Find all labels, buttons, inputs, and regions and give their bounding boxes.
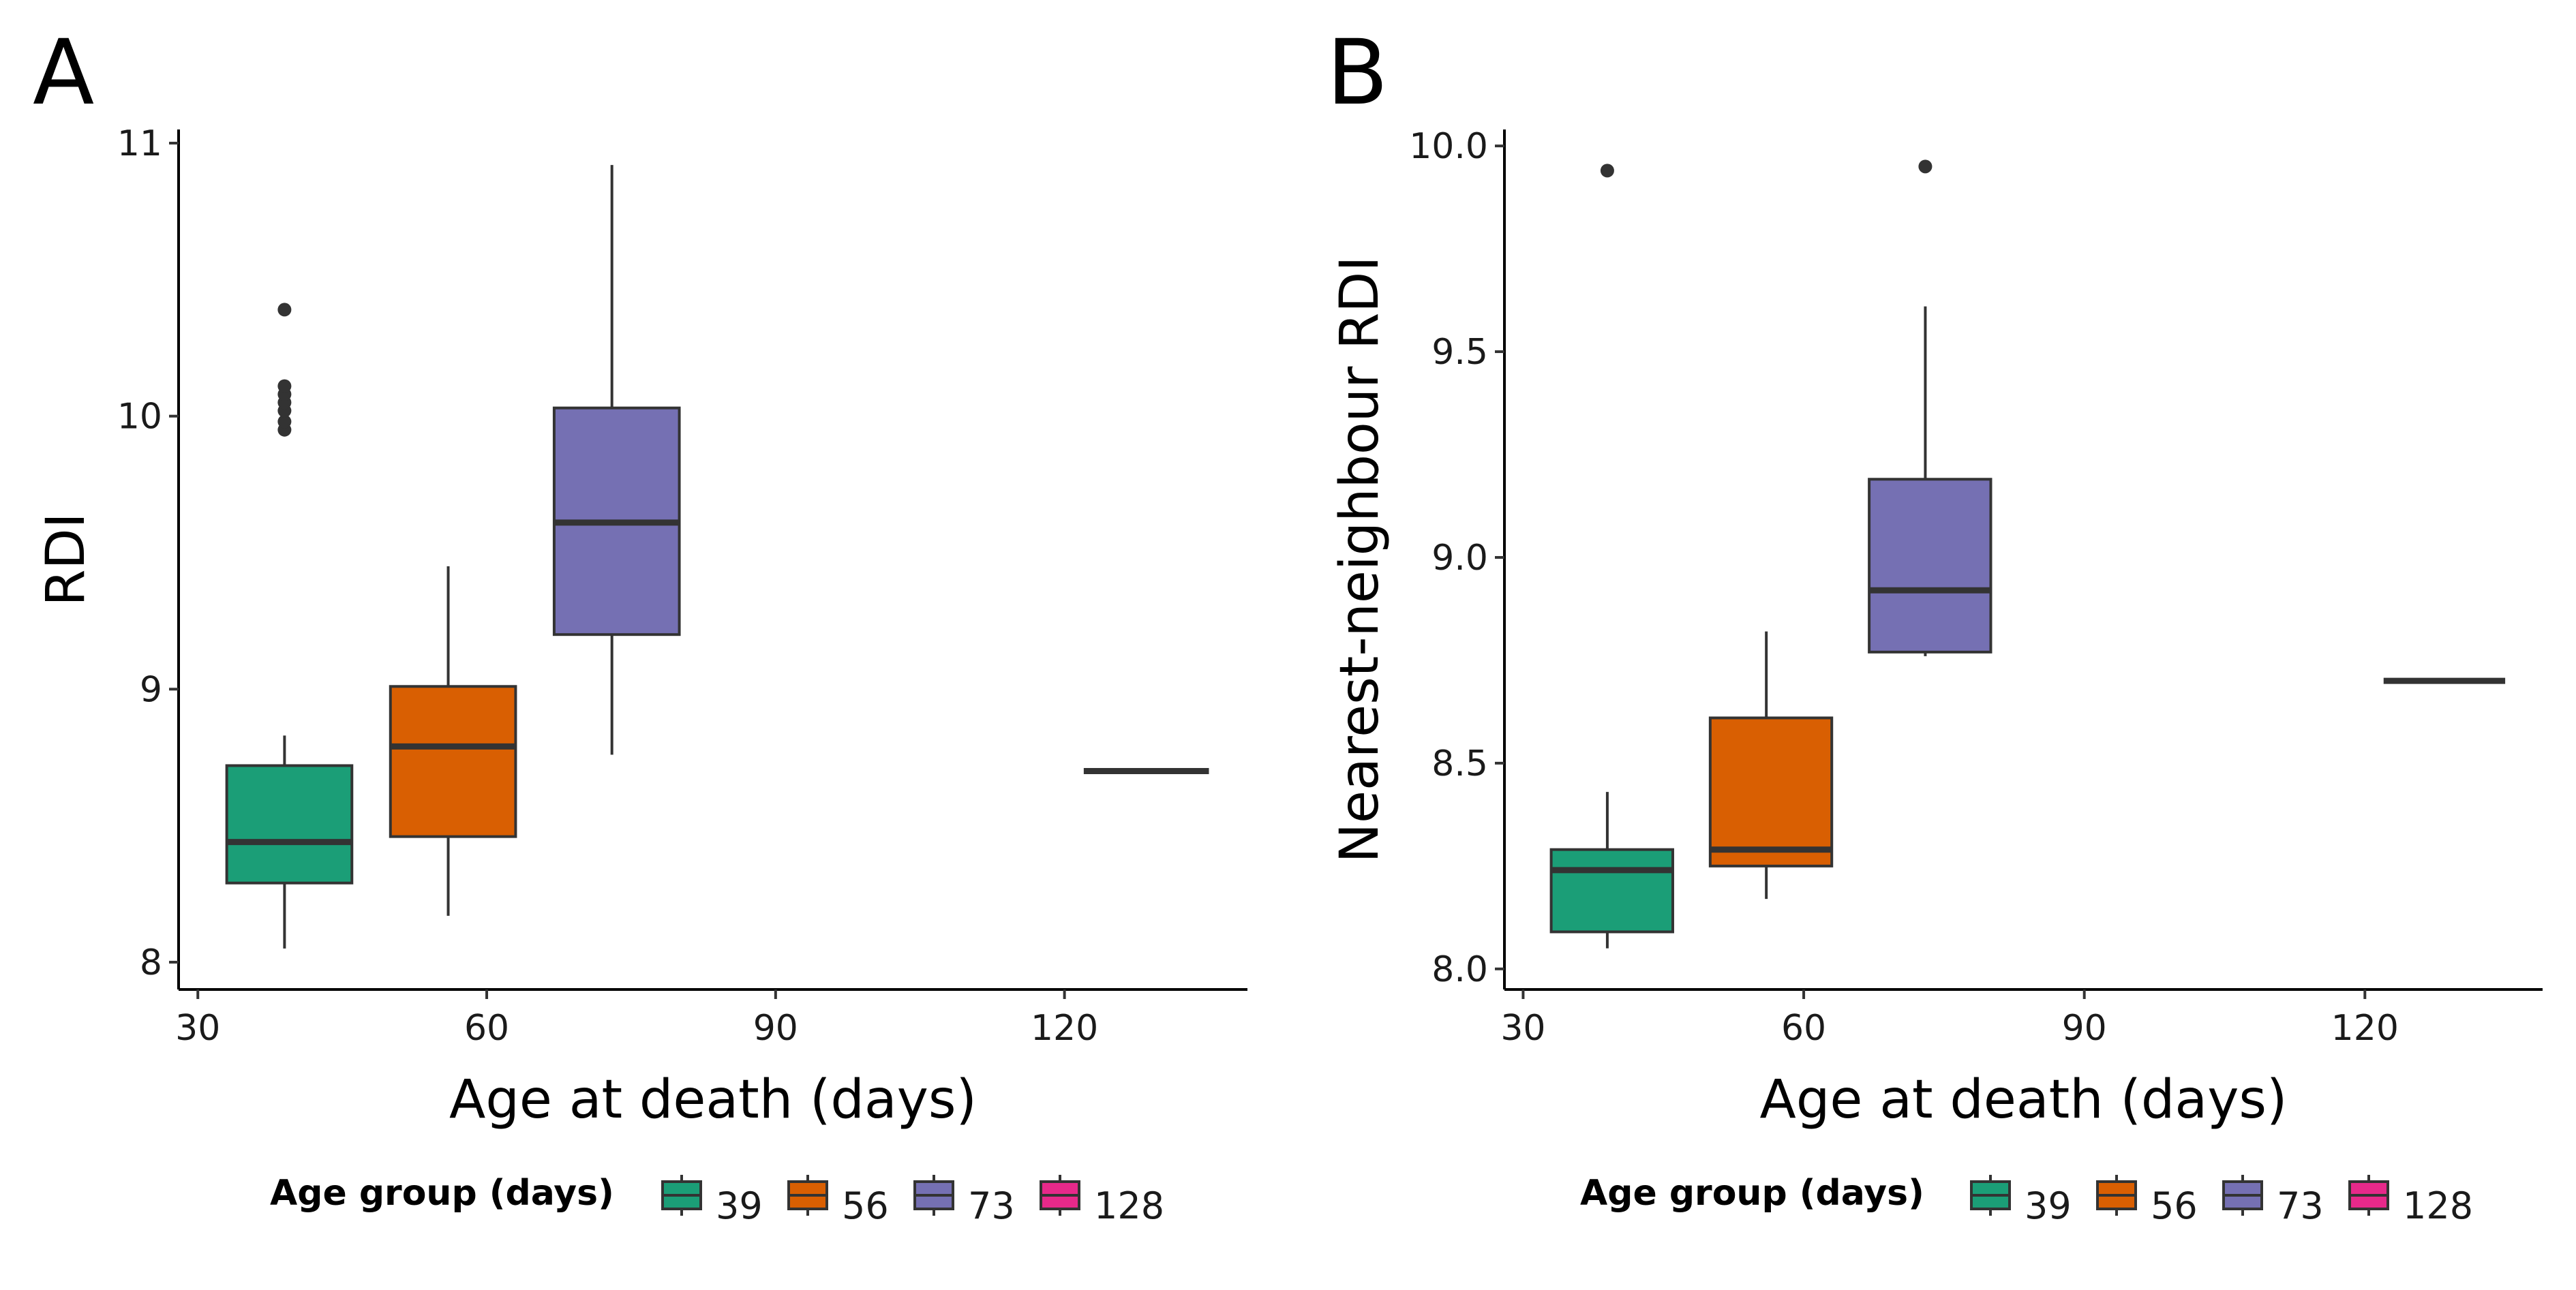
box-iqr <box>1549 848 1674 934</box>
legend-item-56: 56 <box>787 1175 889 1227</box>
box-group-56 <box>1708 631 1834 900</box>
x-tick-label: 60 <box>464 1008 509 1049</box>
legend-label: 128 <box>2403 1184 2473 1227</box>
legend-label: 73 <box>968 1184 1015 1227</box>
legend: Age group (days) 39 56 73 128 <box>270 1173 1164 1227</box>
x-tick-label: 60 <box>1781 1008 1826 1049</box>
y-axis-title: RDI <box>35 512 97 606</box>
box-iqr <box>225 764 354 885</box>
x-tick-label: 30 <box>1500 1008 1545 1049</box>
y-tick-label: 10 <box>117 397 162 437</box>
legend-item-128: 128 <box>1040 1175 1164 1227</box>
legend-item-39: 39 <box>1970 1175 2072 1227</box>
legend-label: 56 <box>842 1184 889 1227</box>
legend-item-73: 73 <box>913 1175 1015 1227</box>
legend-label: 56 <box>2151 1184 2198 1227</box>
box-group-56 <box>389 566 517 916</box>
legend-label: 39 <box>716 1184 763 1227</box>
y-tick-label: 8 <box>140 942 162 983</box>
y-tick-label: 11 <box>117 123 162 164</box>
box-group-73 <box>552 165 681 755</box>
outlier-point <box>277 379 292 393</box>
y-tick-label: 8.0 <box>1431 949 1488 990</box>
panel-label-a: A <box>33 20 94 125</box>
box-iqr <box>1868 478 1992 654</box>
x-tick-label: 90 <box>753 1008 798 1049</box>
legend-label: 39 <box>2025 1184 2072 1227</box>
x-axis-title: Age at death (days) <box>1760 1069 2288 1131</box>
outlier-point <box>1918 159 1933 174</box>
box-iqr <box>389 685 517 838</box>
legend: Age group (days) 39 56 73 128 <box>1580 1173 2473 1227</box>
box-group-73 <box>1868 159 1992 656</box>
legend-item-56: 56 <box>2096 1175 2198 1227</box>
y-tick-label: 8.5 <box>1431 743 1488 784</box>
plot-area-b: 8.0 8.5 9.0 9.5 10.0 30 60 90 120 Age at death (d… <box>1329 126 2543 1227</box>
outlier-point <box>277 303 292 317</box>
x-tick-label: 30 <box>175 1008 220 1049</box>
box-group-39 <box>1549 164 1674 949</box>
x-tick-label: 120 <box>2331 1008 2399 1049</box>
box-iqr <box>1708 716 1834 867</box>
x-tick-label: 120 <box>1031 1008 1098 1049</box>
legend-item-73: 73 <box>2222 1175 2324 1227</box>
legend-title: Age group (days) <box>270 1173 614 1214</box>
box-group-39 <box>225 303 354 949</box>
legend-item-39: 39 <box>661 1175 763 1227</box>
panel-a: A 8 9 10 11 30 60 90 120 Age at death (days) RDI A… <box>33 20 1247 1227</box>
y-tick-label: 9.0 <box>1431 538 1488 579</box>
x-axis-title: Age at death (days) <box>449 1069 977 1131</box>
legend-label: 73 <box>2277 1184 2324 1227</box>
x-tick-label: 90 <box>2062 1008 2107 1049</box>
outlier-point <box>277 414 292 429</box>
legend-title: Age group (days) <box>1580 1173 1924 1214</box>
panel-label-b: B <box>1327 20 1389 125</box>
y-tick-label: 9 <box>140 669 162 710</box>
y-axis-title: Nearest-neighbour RDI <box>1329 256 1391 863</box>
panel-b: B 8.0 8.5 9.0 9.5 10.0 30 60 90 120 Age at death … <box>1327 20 2543 1227</box>
y-tick-label: 9.5 <box>1431 332 1488 373</box>
outlier-point <box>1600 164 1614 178</box>
legend-item-128: 128 <box>2348 1175 2473 1227</box>
legend-label: 128 <box>1094 1184 1164 1227</box>
plot-area-a: 8 9 10 11 30 60 90 120 Age at death (days) RDI Age… <box>35 123 1247 1227</box>
y-tick-label: 10.0 <box>1409 126 1488 167</box>
